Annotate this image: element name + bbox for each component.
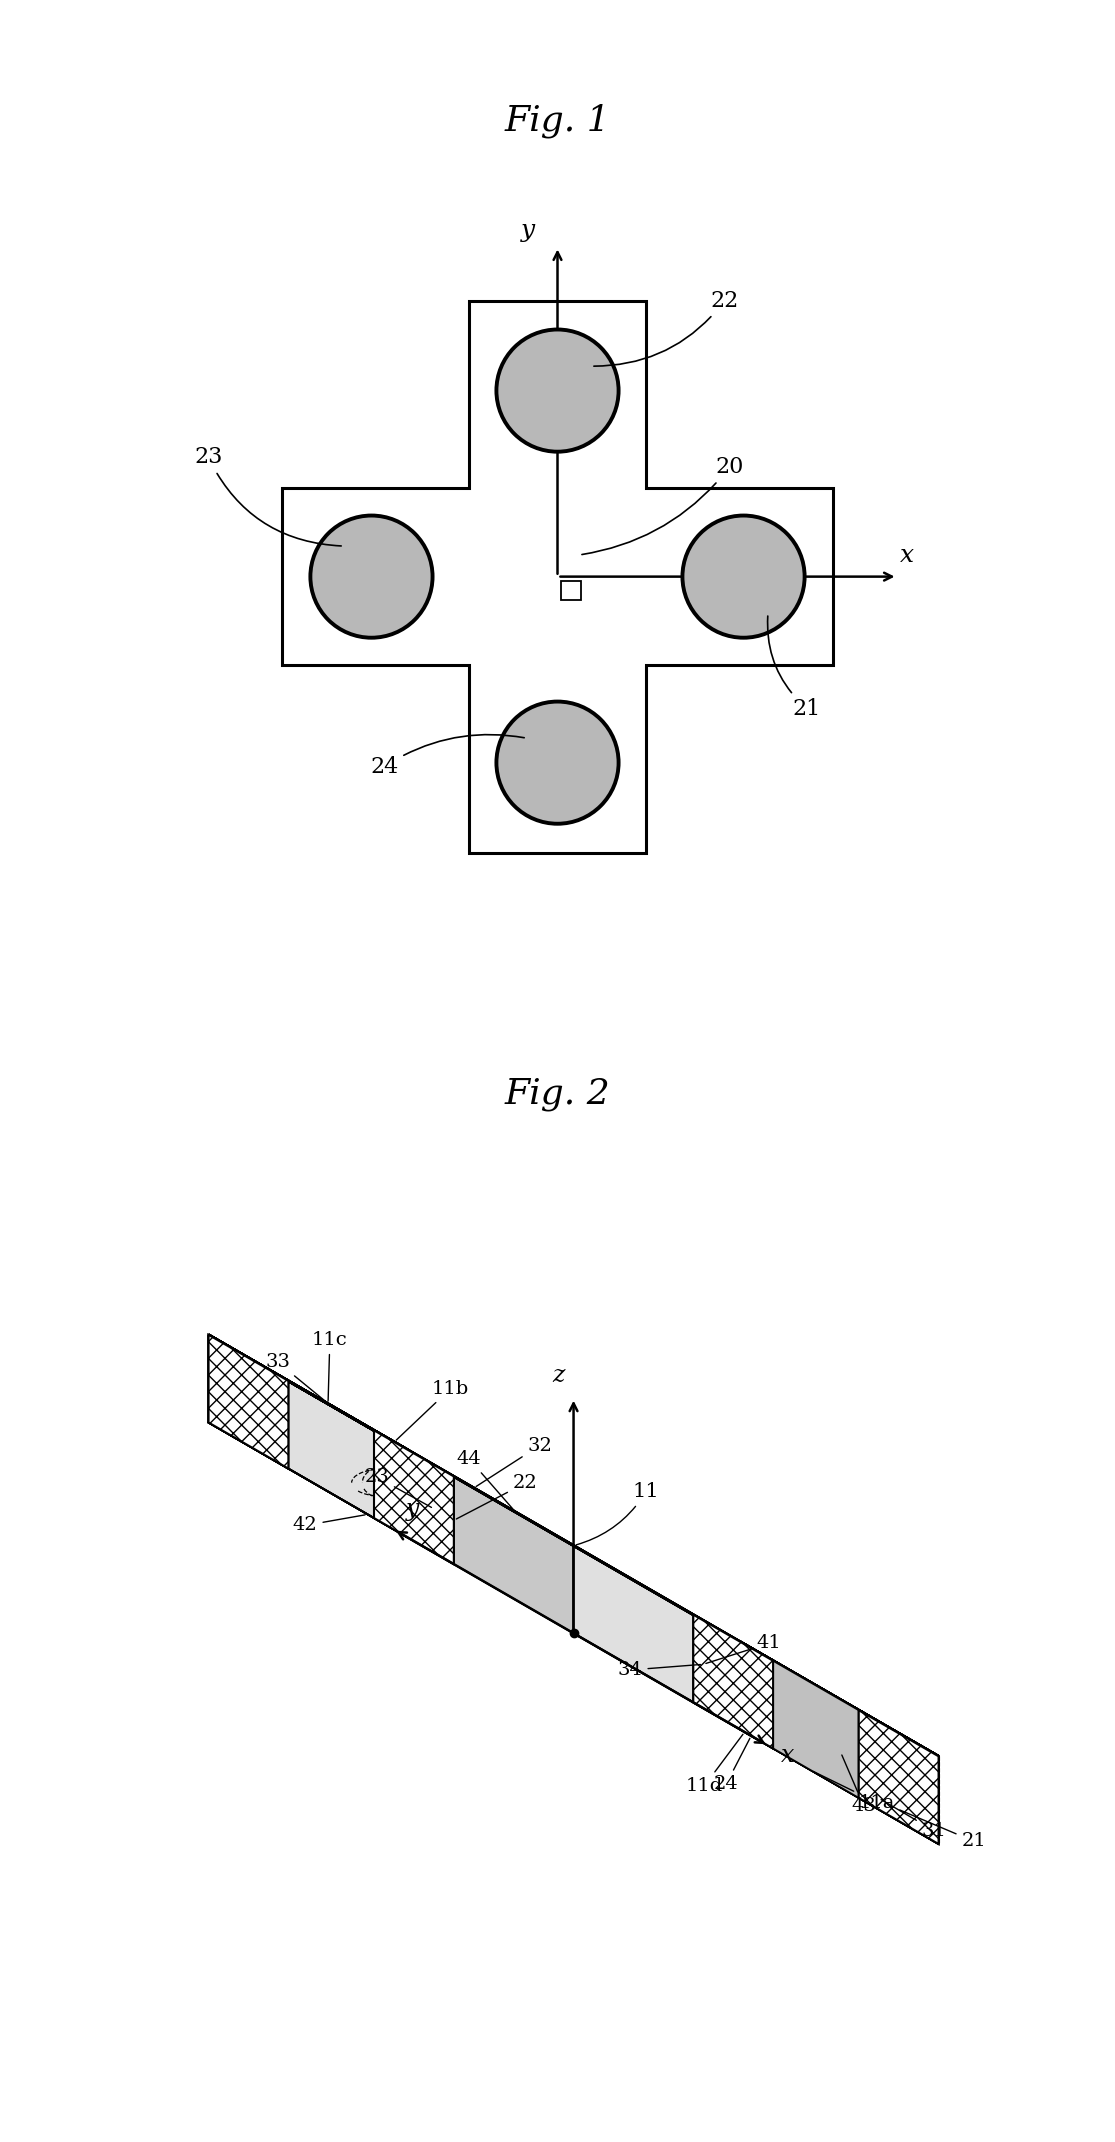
Text: y: y: [521, 218, 535, 242]
Text: 20: 20: [582, 456, 744, 555]
Text: 11: 11: [576, 1482, 659, 1544]
Polygon shape: [209, 1334, 408, 1538]
Text: z: z: [552, 1364, 564, 1386]
Polygon shape: [573, 1547, 773, 1748]
Polygon shape: [209, 1334, 374, 1519]
Polygon shape: [694, 1615, 773, 1748]
Text: 21: 21: [767, 617, 821, 720]
Polygon shape: [374, 1431, 573, 1632]
Text: x: x: [782, 1744, 795, 1767]
Polygon shape: [859, 1709, 939, 1844]
Text: 44: 44: [457, 1450, 514, 1510]
Text: 11c: 11c: [312, 1330, 348, 1401]
Polygon shape: [209, 1334, 939, 1756]
Ellipse shape: [496, 330, 619, 452]
Polygon shape: [739, 1641, 939, 1844]
Ellipse shape: [496, 703, 619, 825]
Polygon shape: [859, 1709, 939, 1844]
Polygon shape: [209, 1334, 289, 1469]
Text: 41: 41: [706, 1634, 782, 1664]
Polygon shape: [773, 1660, 939, 1844]
Polygon shape: [374, 1431, 454, 1564]
Text: 24: 24: [714, 1739, 750, 1793]
Polygon shape: [573, 1547, 773, 1748]
Ellipse shape: [310, 516, 433, 638]
Text: x: x: [900, 544, 914, 568]
Polygon shape: [209, 1334, 374, 1519]
Polygon shape: [694, 1615, 773, 1748]
Text: y: y: [406, 1499, 419, 1521]
Polygon shape: [374, 1431, 573, 1632]
Ellipse shape: [682, 516, 805, 638]
Polygon shape: [773, 1660, 939, 1844]
Text: 11a: 11a: [813, 1771, 895, 1812]
Text: 22: 22: [594, 289, 738, 366]
Text: 21: 21: [900, 1810, 986, 1851]
Polygon shape: [739, 1641, 939, 1844]
Text: 11b: 11b: [396, 1379, 469, 1439]
Polygon shape: [209, 1334, 289, 1469]
Text: 11d: 11d: [686, 1735, 743, 1795]
Text: Fig. 1: Fig. 1: [505, 103, 610, 139]
Polygon shape: [773, 1660, 939, 1844]
Text: 22: 22: [456, 1474, 537, 1519]
Text: 31: 31: [881, 1799, 947, 1840]
Text: 24: 24: [370, 735, 524, 778]
Text: 42: 42: [293, 1514, 365, 1534]
Text: 34: 34: [618, 1660, 700, 1679]
Text: 32: 32: [476, 1437, 552, 1487]
Text: 33: 33: [265, 1354, 328, 1403]
Text: Fig. 2: Fig. 2: [505, 1077, 610, 1112]
Text: 43: 43: [842, 1754, 876, 1814]
Bar: [562, 580, 581, 600]
Polygon shape: [209, 1334, 408, 1538]
Polygon shape: [209, 1334, 939, 1756]
Text: 23: 23: [365, 1467, 432, 1508]
Text: 23: 23: [194, 446, 341, 546]
Polygon shape: [374, 1431, 454, 1564]
